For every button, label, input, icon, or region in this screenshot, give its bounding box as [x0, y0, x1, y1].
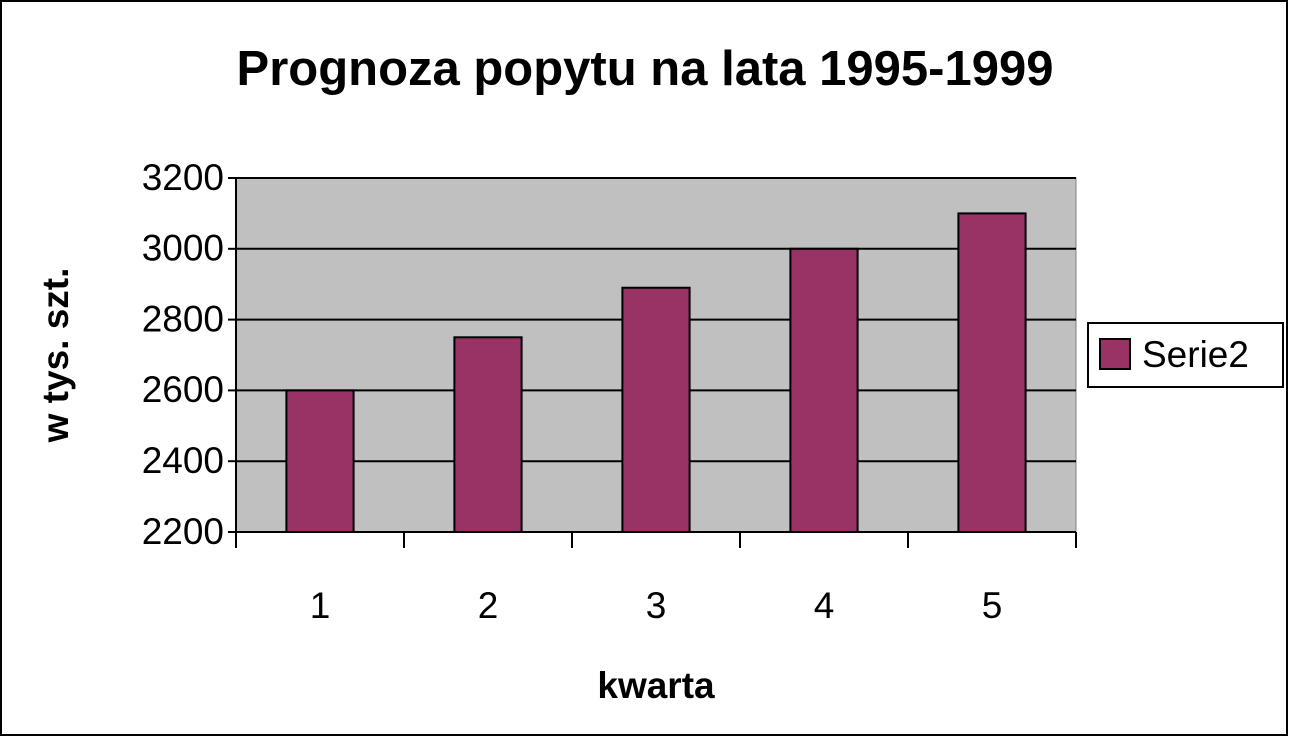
- y-tick-label: 2800: [142, 298, 224, 339]
- y-axis-label: w tys. szt.: [35, 268, 76, 444]
- y-tick-label: 3200: [142, 157, 224, 198]
- y-tick-label: 2400: [142, 440, 224, 481]
- x-tick-label: 4: [814, 585, 835, 626]
- bar: [789, 247, 859, 534]
- legend-swatch: [1099, 338, 1131, 370]
- x-axis-label: kwarta: [597, 665, 715, 706]
- bar: [621, 286, 691, 533]
- y-tick-label: 2200: [142, 511, 224, 552]
- bar: [957, 212, 1027, 533]
- chart-title: Prognoza popytu na lata 1995-1999: [237, 42, 1054, 96]
- y-tick-label: 3000: [142, 228, 224, 269]
- x-tick-label: 2: [478, 585, 499, 626]
- legend-label: Serie2: [1142, 334, 1249, 375]
- x-tick-label: 3: [646, 585, 667, 626]
- y-tick-label: 2600: [142, 369, 224, 410]
- bar: [453, 336, 523, 533]
- x-tick-label: 1: [310, 585, 331, 626]
- bar: [285, 389, 355, 533]
- x-tick-label: 5: [982, 585, 1003, 626]
